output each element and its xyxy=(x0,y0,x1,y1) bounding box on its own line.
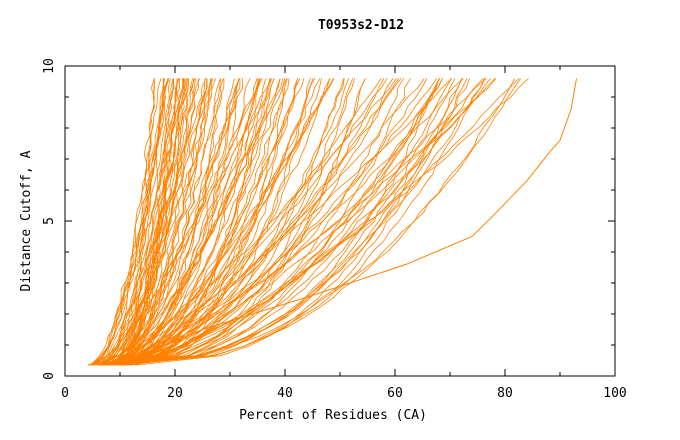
series-line xyxy=(103,78,350,366)
series-line xyxy=(91,78,183,366)
series-line xyxy=(90,78,187,366)
data-series-group xyxy=(87,78,577,366)
series-line xyxy=(100,78,491,366)
y-tick-label-2: 10 xyxy=(42,58,57,74)
series-line xyxy=(121,78,463,366)
series-line xyxy=(104,78,456,366)
series-line xyxy=(121,78,240,366)
series-line xyxy=(106,78,222,366)
series-line xyxy=(117,78,240,366)
series-line xyxy=(108,78,443,366)
series-line xyxy=(91,78,184,366)
axis-ticks: 0 20 40 60 80 100 0 5 10 xyxy=(42,58,627,401)
series-line xyxy=(107,78,244,366)
chart-title: T0953s2-D12 xyxy=(318,18,404,33)
series-line xyxy=(104,78,354,366)
series-line xyxy=(107,78,452,366)
series-line xyxy=(104,78,186,366)
series-line xyxy=(98,78,260,366)
series-line xyxy=(124,78,312,366)
series-line xyxy=(134,78,382,366)
series-line xyxy=(109,78,485,366)
series-line xyxy=(123,78,290,366)
series-line xyxy=(123,78,175,366)
series-line xyxy=(122,78,529,366)
series-line xyxy=(113,78,394,366)
series-line xyxy=(122,78,411,366)
series-line xyxy=(100,78,188,366)
series-line xyxy=(122,78,305,366)
series-line xyxy=(110,78,385,366)
series-line xyxy=(94,78,263,366)
series-line xyxy=(119,78,497,366)
y-tick-label-0: 0 xyxy=(42,372,57,380)
series-line xyxy=(110,78,288,366)
y-axis-label: Distance Cutoff, A xyxy=(19,150,34,291)
series-line xyxy=(100,78,281,366)
series-line xyxy=(126,78,443,366)
series-line xyxy=(97,78,240,366)
series-line xyxy=(99,78,496,366)
series-line xyxy=(118,78,366,366)
series-line xyxy=(103,78,195,366)
x-tick-label-0: 0 xyxy=(61,386,69,401)
series-line xyxy=(97,78,299,366)
series-line xyxy=(111,78,400,366)
series-line xyxy=(130,78,404,366)
series-line xyxy=(121,78,516,366)
series-line xyxy=(100,78,162,366)
series-line xyxy=(117,78,258,366)
series-line-outer xyxy=(119,78,577,365)
y-tick-label-1: 5 xyxy=(42,217,57,225)
series-line xyxy=(109,78,240,366)
series-line xyxy=(99,78,287,366)
series-line xyxy=(123,78,299,366)
series-line xyxy=(112,78,208,366)
series-line xyxy=(103,78,261,366)
x-tick-label-2: 40 xyxy=(277,386,293,401)
series-line xyxy=(120,78,190,366)
series-line xyxy=(103,78,462,366)
series-line xyxy=(102,78,193,366)
series-line xyxy=(113,78,402,366)
series-line xyxy=(99,78,217,366)
series-line xyxy=(124,78,314,366)
series-line xyxy=(109,78,196,366)
series-line xyxy=(114,78,437,366)
series-line xyxy=(127,78,301,366)
x-tick-label-4: 80 xyxy=(497,386,513,401)
series-line xyxy=(90,78,169,366)
series-line xyxy=(110,78,335,366)
series-line xyxy=(93,78,169,366)
series-line xyxy=(111,78,178,366)
series-line xyxy=(127,78,261,366)
series-line xyxy=(88,78,212,366)
series-line xyxy=(126,78,334,366)
x-tick-label-3: 60 xyxy=(387,386,403,401)
series-line xyxy=(105,78,259,366)
series-line xyxy=(104,78,207,366)
series-line xyxy=(119,78,275,366)
series-line xyxy=(126,78,486,366)
x-tick-label-1: 20 xyxy=(167,386,183,401)
series-line xyxy=(91,78,174,366)
series-line xyxy=(99,78,196,366)
x-axis-label: Percent of Residues (CA) xyxy=(239,408,427,423)
x-tick-label-5: 100 xyxy=(603,386,626,401)
